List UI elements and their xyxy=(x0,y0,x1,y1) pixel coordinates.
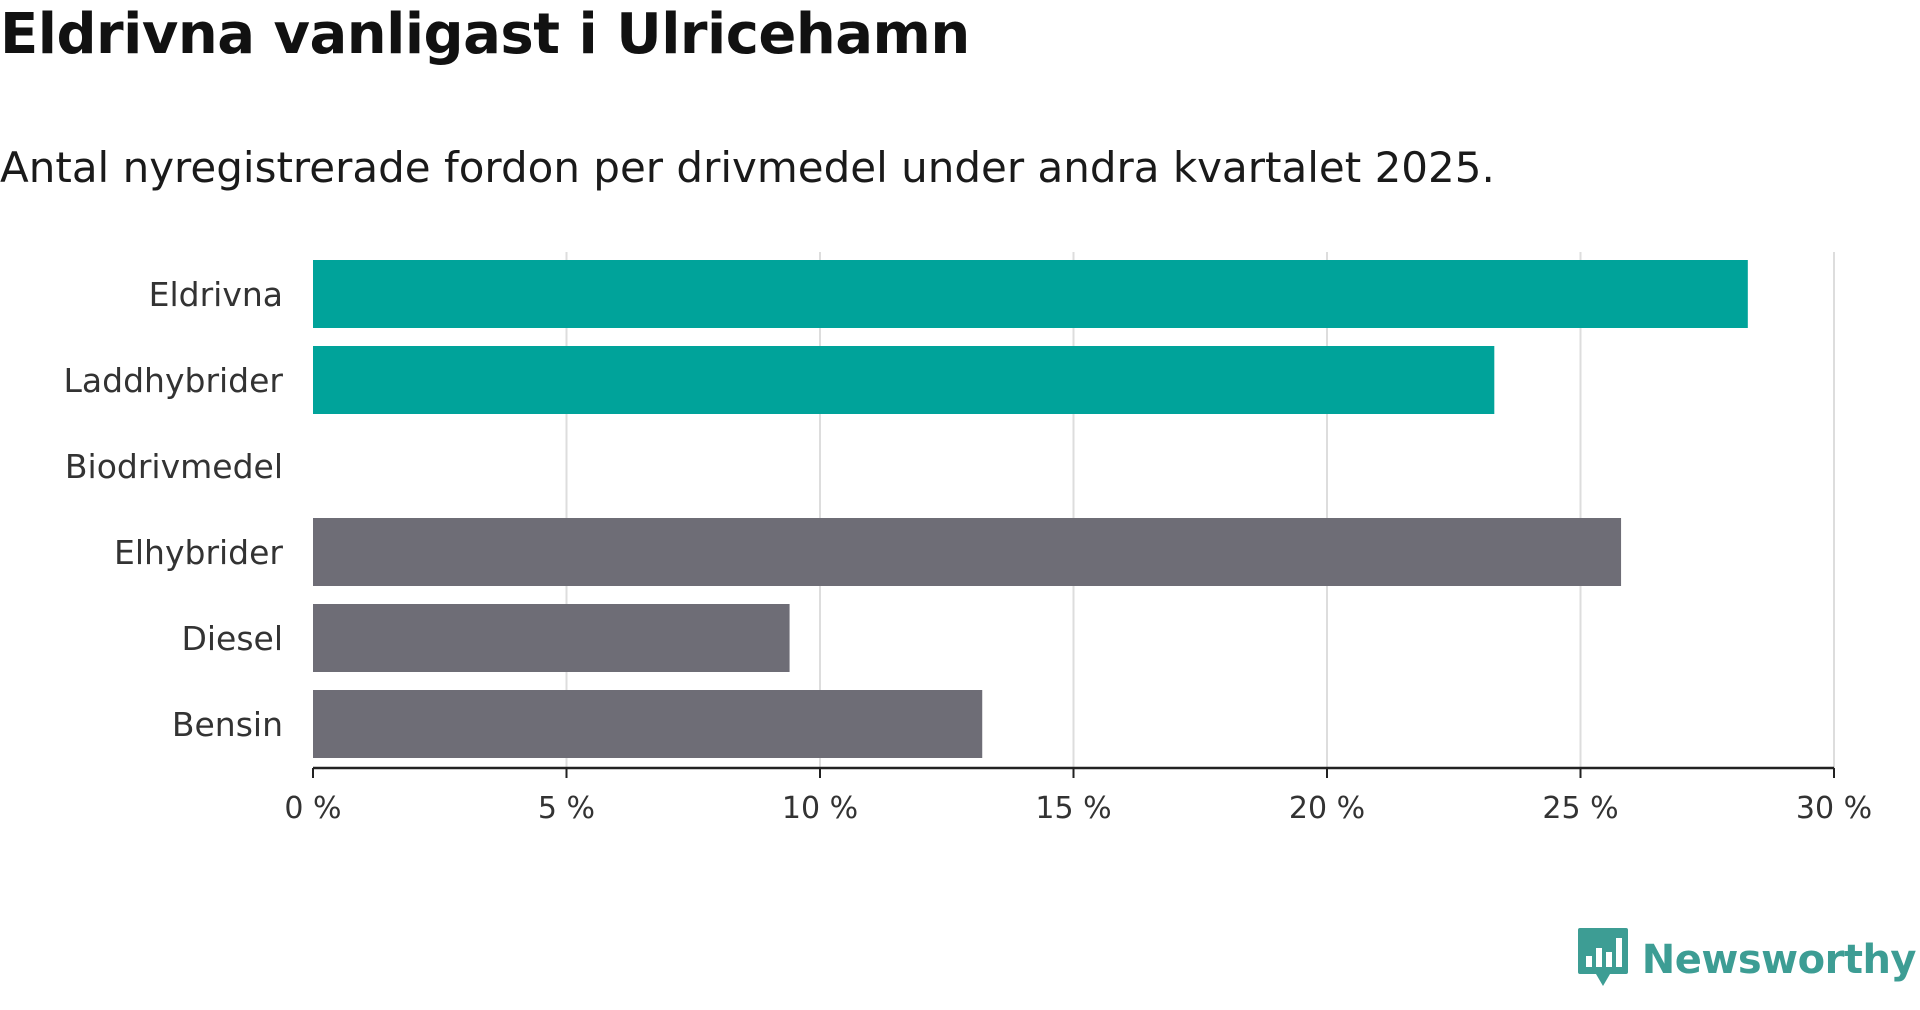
x-tick-label: 15 % xyxy=(1035,791,1111,826)
gridlines xyxy=(565,252,1835,768)
x-tick-label: 30 % xyxy=(1796,791,1872,826)
category-label: Elhybrider xyxy=(114,533,283,572)
brand-bar-2 xyxy=(1595,948,1602,967)
bar-chart: Eldrivna Laddhybrider Biodrivmedel Elhybrid… xyxy=(64,252,1872,826)
x-tick-label: 10 % xyxy=(782,791,858,826)
bar-laddhybrider xyxy=(313,346,1495,414)
bars xyxy=(313,260,1748,758)
brand-bar-3 xyxy=(1605,952,1612,967)
brand-bar-4 xyxy=(1615,938,1622,967)
bar-bensin xyxy=(313,690,983,758)
category-label: Biodrivmedel xyxy=(65,447,283,486)
category-label: Laddhybrider xyxy=(64,361,284,400)
category-label: Bensin xyxy=(172,705,283,744)
x-tick-label: 20 % xyxy=(1289,791,1365,826)
bar-elhybrider xyxy=(313,518,1622,586)
category-label: Eldrivna xyxy=(149,275,283,314)
bar-eldrivna xyxy=(313,260,1748,328)
bar-chart-speech-bubble-icon xyxy=(1576,926,1630,994)
newsworthy-brand: Newsworthy xyxy=(1576,910,1917,1010)
category-label: Diesel xyxy=(181,619,283,658)
brand-bubble-shape xyxy=(1577,928,1628,986)
chart-title: Eldrivna vanligast i Ulricehamn xyxy=(0,2,970,67)
brand-bar-1 xyxy=(1585,956,1592,967)
x-axis: 0 % 5 % 10 % 15 % 20 % 25 % 30 % xyxy=(284,766,1872,826)
x-tick-label: 25 % xyxy=(1542,791,1618,826)
brand-name: Newsworthy xyxy=(1641,937,1917,983)
bar-diesel xyxy=(313,604,790,672)
chart-subtitle: Antal nyregistrerade fordon per drivmede… xyxy=(0,143,1495,192)
category-labels: Eldrivna Laddhybrider Biodrivmedel Elhybrid… xyxy=(64,275,284,744)
x-tick-label: 5 % xyxy=(538,791,595,826)
x-tick-label: 0 % xyxy=(284,791,341,826)
